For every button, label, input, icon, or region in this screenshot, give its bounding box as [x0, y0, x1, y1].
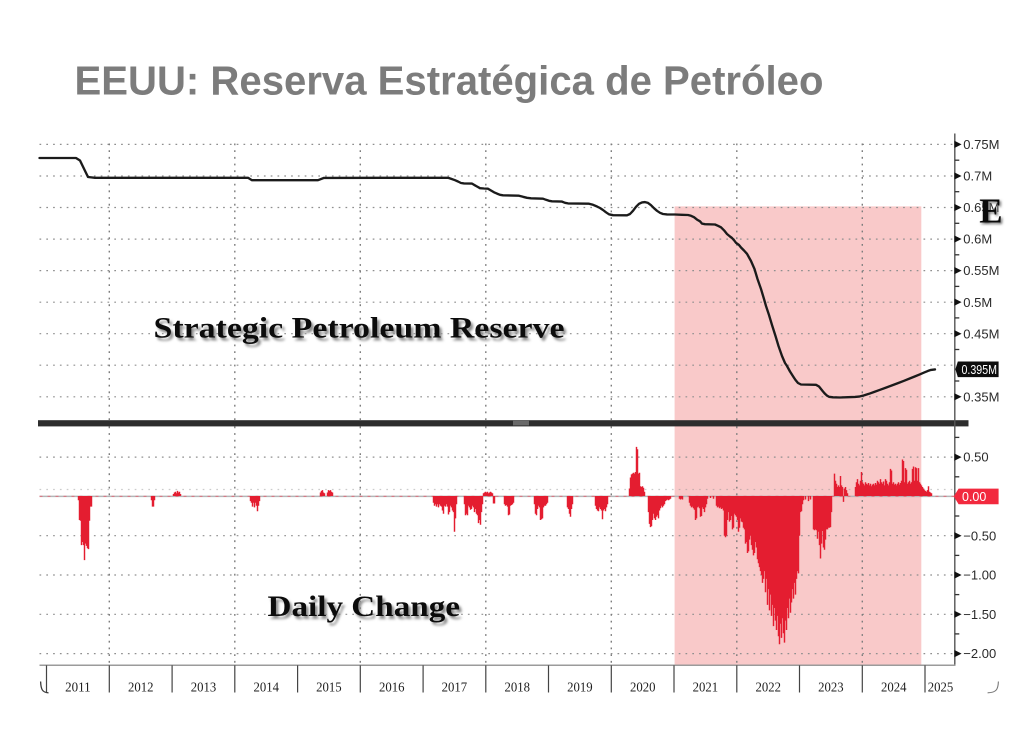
svg-text:0.35M: 0.35M — [963, 389, 999, 404]
svg-text:2014: 2014 — [253, 681, 279, 696]
svg-text:0.65M: 0.65M — [963, 200, 999, 215]
svg-text:−1.50: −1.50 — [963, 607, 996, 622]
svg-text:0.395M: 0.395M — [962, 363, 998, 377]
svg-text:Strategic Petroleum Reserve: Strategic Petroleum Reserve — [156, 314, 567, 347]
svg-text:0.55M: 0.55M — [963, 263, 999, 278]
svg-text:−2.00: −2.00 — [963, 646, 996, 661]
svg-text:2020: 2020 — [630, 681, 656, 696]
svg-text:−1.00: −1.00 — [963, 568, 996, 583]
svg-text:2023: 2023 — [818, 681, 844, 696]
svg-text:2017: 2017 — [442, 681, 468, 696]
svg-text:E: E — [981, 193, 1004, 232]
svg-text:2019: 2019 — [567, 681, 593, 696]
svg-text:0.5M: 0.5M — [963, 295, 992, 310]
svg-text:2012: 2012 — [128, 681, 154, 696]
svg-text:2011: 2011 — [65, 681, 91, 696]
svg-text:2024: 2024 — [881, 681, 907, 696]
svg-text:2025: 2025 — [928, 681, 954, 696]
svg-text:E: E — [979, 192, 1002, 231]
svg-text:−0.50: −0.50 — [963, 528, 996, 543]
svg-text:2013: 2013 — [191, 681, 217, 696]
svg-text:Strategic Petroleum Reserve: Strategic Petroleum Reserve — [154, 312, 565, 345]
svg-text:0.7M: 0.7M — [963, 169, 992, 184]
svg-text:2021: 2021 — [693, 681, 719, 696]
svg-text:0.45M: 0.45M — [963, 326, 999, 341]
svg-text:2016: 2016 — [379, 681, 405, 696]
svg-text:0.6M: 0.6M — [963, 232, 992, 247]
svg-text:0.75M: 0.75M — [963, 137, 999, 152]
svg-text:Daily Change: Daily Change — [268, 590, 461, 623]
svg-text:2022: 2022 — [755, 681, 781, 696]
svg-text:EEUU: Reserva Estratégica de P: EEUU: Reserva Estratégica de Petróleo — [75, 58, 824, 104]
svg-text:0.00: 0.00 — [962, 490, 986, 504]
svg-text:2015: 2015 — [316, 681, 342, 696]
svg-text:Daily Change: Daily Change — [270, 593, 463, 626]
svg-text:2018: 2018 — [504, 681, 530, 696]
svg-text:0.50: 0.50 — [963, 450, 988, 465]
